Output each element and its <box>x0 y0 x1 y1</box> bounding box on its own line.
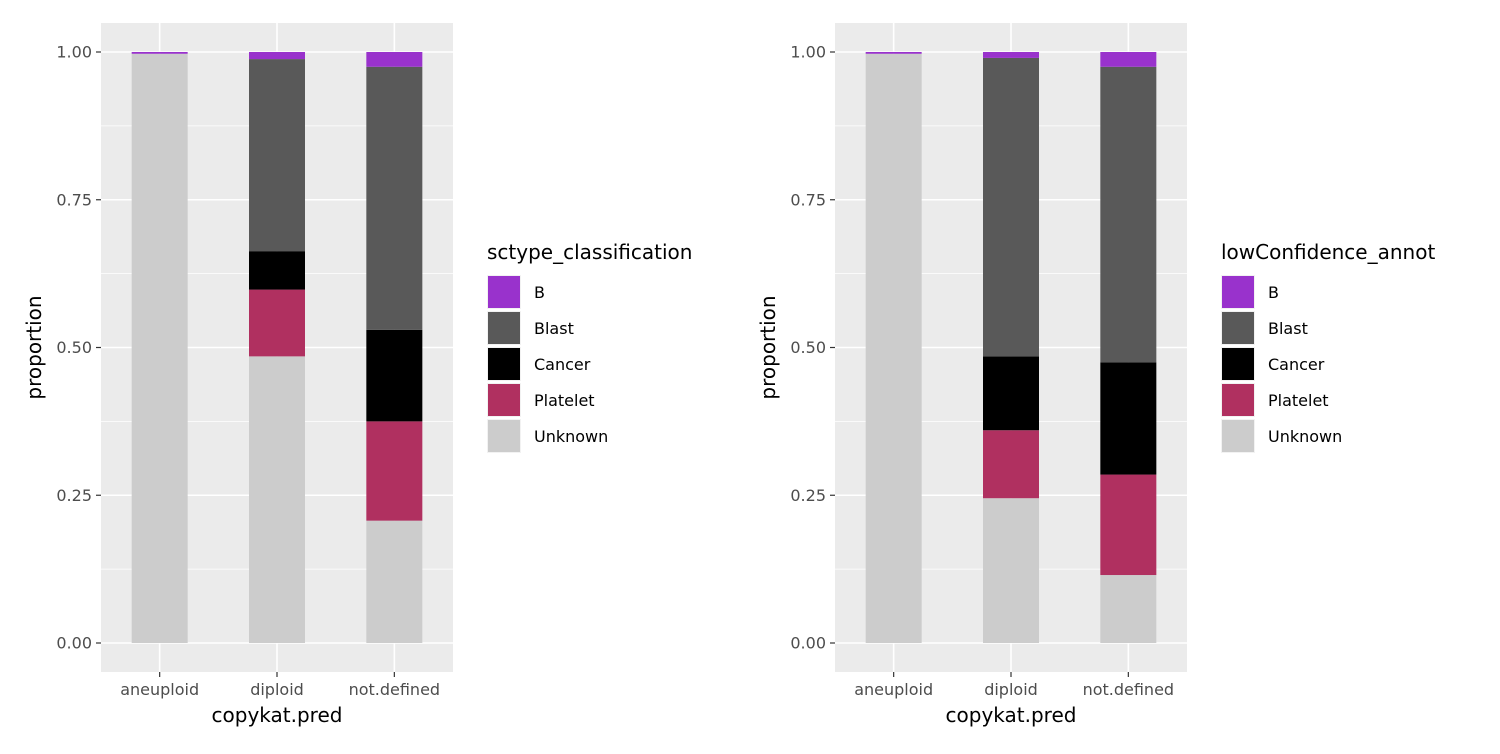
legend-label-platelet: Platelet <box>1268 391 1329 410</box>
legend-label-cancer: Cancer <box>1268 355 1325 374</box>
legend-label-cancer: Cancer <box>534 355 591 374</box>
legend-label-b: B <box>1268 283 1279 302</box>
bar-b-not-defined <box>366 52 423 67</box>
bar-unknown-aneuploid <box>131 53 188 643</box>
y-tick-label: 1.00 <box>790 43 826 62</box>
bar-cancer-diploid <box>249 251 305 290</box>
legend-swatch-b <box>1222 276 1254 308</box>
legend-title: sctype_classification <box>487 240 692 264</box>
y-tick-label: 0.00 <box>790 634 826 653</box>
legend-label-blast: Blast <box>534 319 574 338</box>
legend-label-unknown: Unknown <box>534 427 608 446</box>
bar-unknown-not-defined <box>366 520 423 643</box>
y-tick-label: 0.50 <box>56 338 92 357</box>
bar-platelet-not-defined <box>366 421 423 521</box>
chart-panel-2: 0.00 0.25 0.50 0.75 1.00 aneuploid diploid not.… <box>756 23 1435 727</box>
y-tick-label: 1.00 <box>56 43 92 62</box>
legend-swatch-unknown <box>1222 420 1254 452</box>
bar-unknown-aneuploid <box>865 53 922 643</box>
y-tick-label: 0.25 <box>790 486 826 505</box>
bar-b-not-defined <box>1100 52 1157 67</box>
bar-cancer-not-defined <box>1100 362 1157 475</box>
legend-swatch-b <box>488 276 520 308</box>
legend-label-unknown: Unknown <box>1268 427 1342 446</box>
chart-panel-1: 0.00 0.25 0.50 0.75 1.00 aneuploid diploid not.… <box>22 23 692 727</box>
x-tick-label: aneuploid <box>854 680 933 699</box>
bar-b-diploid <box>983 52 1039 58</box>
legend-label-platelet: Platelet <box>534 391 595 410</box>
legend-swatch-unknown <box>488 420 520 452</box>
y-tick-label: 0.75 <box>56 190 92 209</box>
bar-unknown-not-defined <box>1100 575 1157 643</box>
x-tick-label: not.defined <box>349 680 441 699</box>
bar-unknown-diploid <box>983 498 1039 643</box>
bar-blast-diploid <box>983 57 1039 357</box>
legend-label-blast: Blast <box>1268 319 1308 338</box>
bar-blast-not-defined <box>366 66 423 330</box>
y-tick-label: 0.25 <box>56 486 92 505</box>
legend-swatch-platelet <box>1222 384 1254 416</box>
legend-label-b: B <box>534 283 545 302</box>
bar-platelet-diploid <box>983 430 1039 499</box>
legend-title: lowConfidence_annot <box>1221 240 1435 264</box>
x-tick-label: not.defined <box>1083 680 1175 699</box>
y-tick-label: 0.00 <box>56 634 92 653</box>
legend: sctype_classification B Blast Cancer Platele… <box>487 240 692 453</box>
legend-swatch-blast <box>1222 312 1254 344</box>
bar-b-aneuploid <box>865 52 922 54</box>
bar-b-aneuploid <box>131 52 188 54</box>
x-tick-label: aneuploid <box>120 680 199 699</box>
legend-swatch-cancer <box>1222 348 1254 380</box>
x-axis-title: copykat.pred <box>946 703 1077 727</box>
x-tick-label: diploid <box>984 680 1038 699</box>
y-tick-label: 0.50 <box>790 338 826 357</box>
x-tick-label: diploid <box>250 680 304 699</box>
bar-blast-diploid <box>249 59 305 252</box>
bar-platelet-diploid <box>249 289 305 357</box>
bar-b-diploid <box>249 52 305 60</box>
legend-swatch-cancer <box>488 348 520 380</box>
y-axis-title: proportion <box>756 295 780 399</box>
legend: lowConfidence_annot B Blast Cancer Platelet U… <box>1221 240 1435 453</box>
y-axis-title: proportion <box>22 295 46 399</box>
bar-platelet-not-defined <box>1100 474 1157 576</box>
bar-unknown-diploid <box>249 356 305 643</box>
bar-cancer-not-defined <box>366 329 423 422</box>
bar-blast-not-defined <box>1100 66 1157 363</box>
bar-cancer-diploid <box>983 356 1039 431</box>
legend-swatch-platelet <box>488 384 520 416</box>
x-axis-title: copykat.pred <box>212 703 343 727</box>
y-tick-label: 0.75 <box>790 190 826 209</box>
legend-swatch-blast <box>488 312 520 344</box>
